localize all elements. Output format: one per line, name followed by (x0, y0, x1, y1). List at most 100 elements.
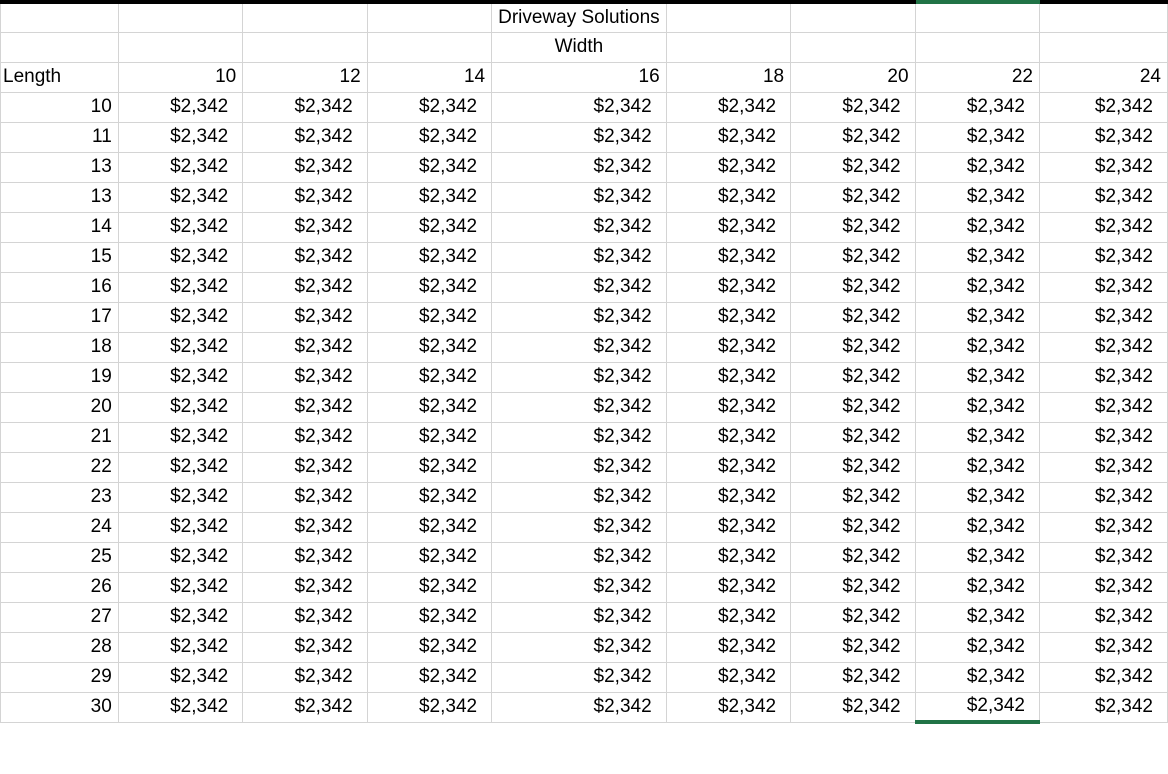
length-cell[interactable]: 15 (0, 241, 119, 273)
price-cell[interactable]: $2,342 (665, 91, 792, 123)
price-cell[interactable]: $2,342 (242, 631, 368, 663)
price-cell[interactable]: $2,342 (914, 571, 1040, 603)
price-cell[interactable]: $2,342 (665, 691, 792, 723)
price-cell[interactable]: $2,342 (366, 151, 493, 183)
price-cell[interactable]: $2,342 (242, 391, 368, 423)
price-cell[interactable]: $2,342 (914, 481, 1040, 513)
price-cell[interactable]: $2,342 (665, 511, 792, 543)
price-cell[interactable]: $2,342 (914, 121, 1040, 153)
cell[interactable] (665, 0, 792, 33)
cell[interactable] (242, 0, 368, 33)
price-cell[interactable]: $2,342 (1038, 421, 1168, 453)
length-cell[interactable]: 27 (0, 601, 119, 633)
price-cell[interactable]: $2,342 (1038, 451, 1168, 483)
length-cell[interactable]: 22 (0, 451, 119, 483)
price-cell[interactable]: $2,342 (914, 511, 1040, 543)
price-cell[interactable]: $2,342 (790, 421, 916, 453)
price-cell[interactable]: $2,342 (790, 661, 916, 693)
price-cell[interactable]: $2,342 (491, 181, 667, 213)
price-cell[interactable]: $2,342 (117, 301, 244, 333)
sheet-title[interactable]: Driveway Solutions (491, 0, 667, 33)
price-cell[interactable]: $2,342 (117, 571, 244, 603)
price-cell[interactable]: $2,342 (914, 301, 1040, 333)
price-cell[interactable]: $2,342 (665, 241, 792, 273)
price-cell[interactable]: $2,342 (914, 691, 1040, 724)
width-header-cell[interactable]: 14 (366, 61, 493, 93)
price-cell[interactable]: $2,342 (117, 211, 244, 243)
length-cell[interactable]: 25 (0, 541, 119, 573)
price-cell[interactable]: $2,342 (491, 271, 667, 303)
price-cell[interactable]: $2,342 (242, 181, 368, 213)
price-cell[interactable]: $2,342 (914, 421, 1040, 453)
width-label[interactable]: Width (491, 31, 667, 63)
price-cell[interactable]: $2,342 (790, 91, 916, 123)
price-cell[interactable]: $2,342 (1038, 91, 1168, 123)
length-cell[interactable]: 30 (0, 691, 119, 723)
price-cell[interactable]: $2,342 (1038, 151, 1168, 183)
price-cell[interactable]: $2,342 (1038, 241, 1168, 273)
price-cell[interactable]: $2,342 (242, 691, 368, 723)
price-cell[interactable]: $2,342 (1038, 571, 1168, 603)
price-cell[interactable]: $2,342 (117, 271, 244, 303)
length-cell[interactable]: 18 (0, 331, 119, 363)
price-cell[interactable]: $2,342 (665, 421, 792, 453)
price-cell[interactable]: $2,342 (366, 271, 493, 303)
price-cell[interactable]: $2,342 (1038, 301, 1168, 333)
price-cell[interactable]: $2,342 (790, 481, 916, 513)
price-cell[interactable]: $2,342 (366, 571, 493, 603)
cell[interactable] (665, 31, 792, 63)
price-cell[interactable]: $2,342 (117, 691, 244, 723)
price-cell[interactable]: $2,342 (491, 121, 667, 153)
price-cell[interactable]: $2,342 (914, 241, 1040, 273)
price-cell[interactable]: $2,342 (491, 481, 667, 513)
price-cell[interactable]: $2,342 (366, 661, 493, 693)
cell[interactable] (366, 31, 493, 63)
price-cell[interactable]: $2,342 (117, 121, 244, 153)
price-cell[interactable]: $2,342 (790, 271, 916, 303)
price-cell[interactable]: $2,342 (790, 631, 916, 663)
price-cell[interactable]: $2,342 (366, 391, 493, 423)
price-cell[interactable]: $2,342 (665, 181, 792, 213)
length-cell[interactable]: 20 (0, 391, 119, 423)
price-cell[interactable]: $2,342 (790, 301, 916, 333)
price-cell[interactable]: $2,342 (242, 211, 368, 243)
price-cell[interactable]: $2,342 (242, 241, 368, 273)
length-cell[interactable]: 19 (0, 361, 119, 393)
price-cell[interactable]: $2,342 (242, 451, 368, 483)
price-cell[interactable]: $2,342 (242, 481, 368, 513)
price-cell[interactable]: $2,342 (117, 331, 244, 363)
price-cell[interactable]: $2,342 (665, 151, 792, 183)
price-cell[interactable]: $2,342 (491, 661, 667, 693)
price-cell[interactable]: $2,342 (117, 631, 244, 663)
price-cell[interactable]: $2,342 (366, 541, 493, 573)
price-cell[interactable]: $2,342 (117, 151, 244, 183)
length-cell[interactable]: 10 (0, 91, 119, 123)
price-cell[interactable]: $2,342 (914, 91, 1040, 123)
price-cell[interactable]: $2,342 (914, 181, 1040, 213)
price-cell[interactable]: $2,342 (665, 451, 792, 483)
price-cell[interactable]: $2,342 (242, 661, 368, 693)
price-cell[interactable]: $2,342 (242, 601, 368, 633)
price-cell[interactable]: $2,342 (914, 631, 1040, 663)
price-cell[interactable]: $2,342 (790, 541, 916, 573)
cell[interactable] (1038, 31, 1168, 63)
price-cell[interactable]: $2,342 (914, 271, 1040, 303)
price-cell[interactable]: $2,342 (491, 331, 667, 363)
price-cell[interactable]: $2,342 (242, 571, 368, 603)
price-cell[interactable]: $2,342 (790, 691, 916, 723)
cell[interactable] (366, 0, 493, 33)
price-cell[interactable]: $2,342 (366, 241, 493, 273)
price-cell[interactable]: $2,342 (665, 571, 792, 603)
price-cell[interactable]: $2,342 (665, 121, 792, 153)
price-cell[interactable]: $2,342 (117, 601, 244, 633)
price-cell[interactable]: $2,342 (1038, 121, 1168, 153)
price-cell[interactable]: $2,342 (491, 451, 667, 483)
price-cell[interactable]: $2,342 (914, 391, 1040, 423)
price-cell[interactable]: $2,342 (914, 601, 1040, 633)
price-cell[interactable]: $2,342 (1038, 541, 1168, 573)
price-cell[interactable]: $2,342 (790, 331, 916, 363)
price-cell[interactable]: $2,342 (665, 361, 792, 393)
price-cell[interactable]: $2,342 (366, 361, 493, 393)
cell[interactable] (242, 31, 368, 63)
length-cell[interactable]: 28 (0, 631, 119, 663)
